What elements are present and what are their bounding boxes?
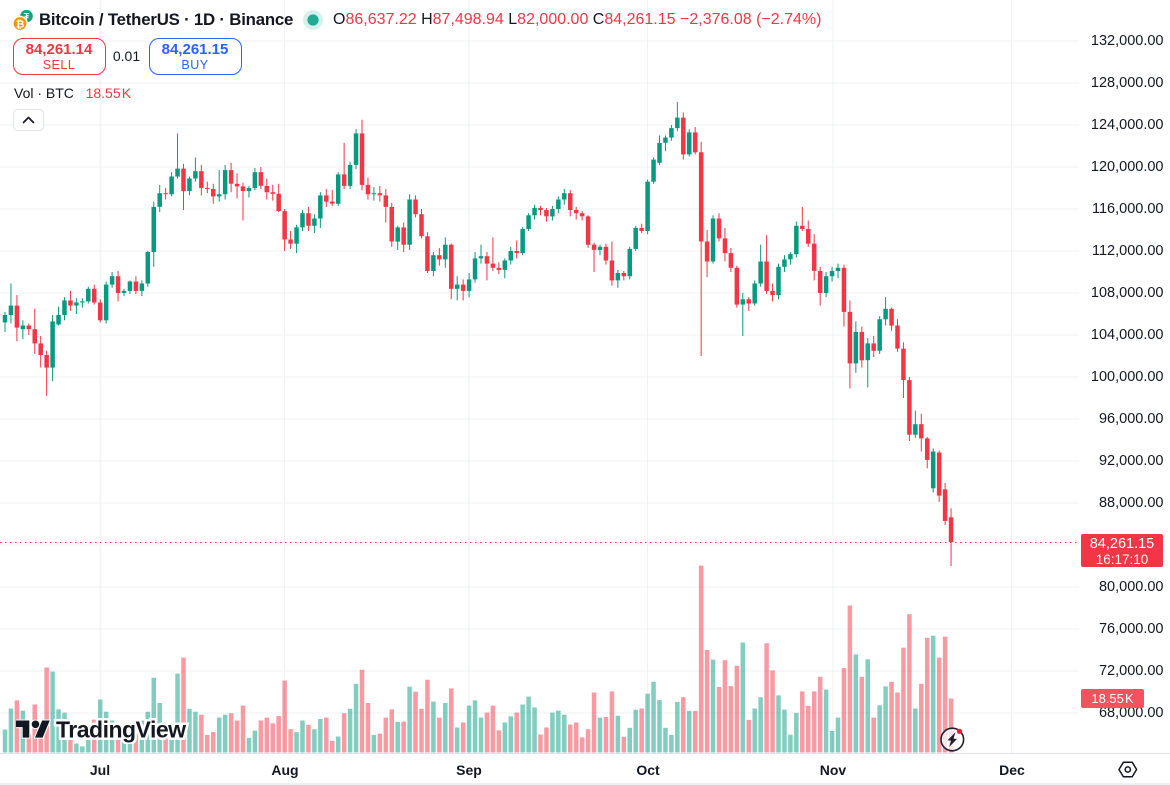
svg-text:₮: ₮ [24, 11, 30, 21]
svg-text:TradingView: TradingView [56, 718, 186, 743]
svg-text:₿: ₿ [16, 18, 25, 30]
